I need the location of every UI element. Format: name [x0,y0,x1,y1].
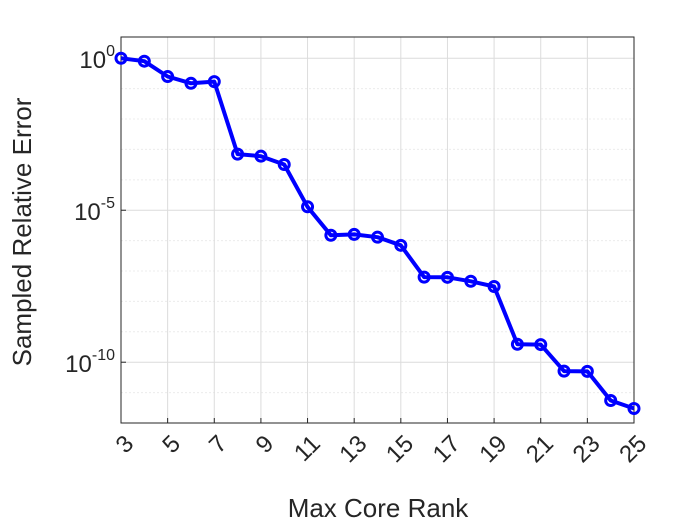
minor-grid [121,88,634,424]
x-tick-label: 3 [111,430,140,459]
data-point [324,228,338,242]
series-line [120,56,635,411]
x-tick-label: 15 [381,430,419,468]
data-point [394,238,408,252]
x-tick-label: 19 [474,430,512,468]
x-tick-label: 7 [204,430,233,459]
y-tick-label: 10-5 [74,195,115,226]
data-point [137,54,151,68]
y-axis-label: Sampled Relative Error [7,97,37,366]
x-tick-label: 13 [334,430,372,468]
x-tick-label: 17 [428,430,466,468]
data-point [207,75,221,89]
data-point [534,338,548,352]
x-tick-labels: 3 5 7 9 11 13 15 17 19 21 23 25 [111,430,653,468]
data-point [464,274,478,288]
x-axis-label: Max Core Rank [288,493,470,523]
data-point [114,51,128,65]
series-markers [114,51,641,415]
y-tick-label: 10-10 [65,347,115,378]
x-tick-label: 23 [568,430,606,468]
y-tick-label: 100 [79,43,115,74]
axis-ticks [120,57,635,423]
x-tick-label: 21 [521,430,559,468]
x-tick-label: 25 [614,430,652,468]
data-point [231,147,245,161]
data-point [277,157,291,171]
y-tick-labels: 100 10-5 10-10 [65,43,115,378]
data-point [604,393,618,407]
data-point [371,230,384,244]
data-point [161,70,175,84]
data-point [510,337,524,351]
data-point [440,270,454,284]
x-tick-label: 5 [157,430,186,459]
data-point [347,227,361,241]
x-tick-label: 9 [251,430,280,459]
data-point [254,149,268,163]
data-point [487,279,501,293]
data-point [627,401,641,415]
data-point [417,270,431,284]
data-point [580,364,594,378]
x-tick-label: 11 [289,430,326,467]
data-point [557,364,571,378]
data-point [301,200,315,214]
plot-area-border [120,36,635,424]
data-point [184,76,198,90]
